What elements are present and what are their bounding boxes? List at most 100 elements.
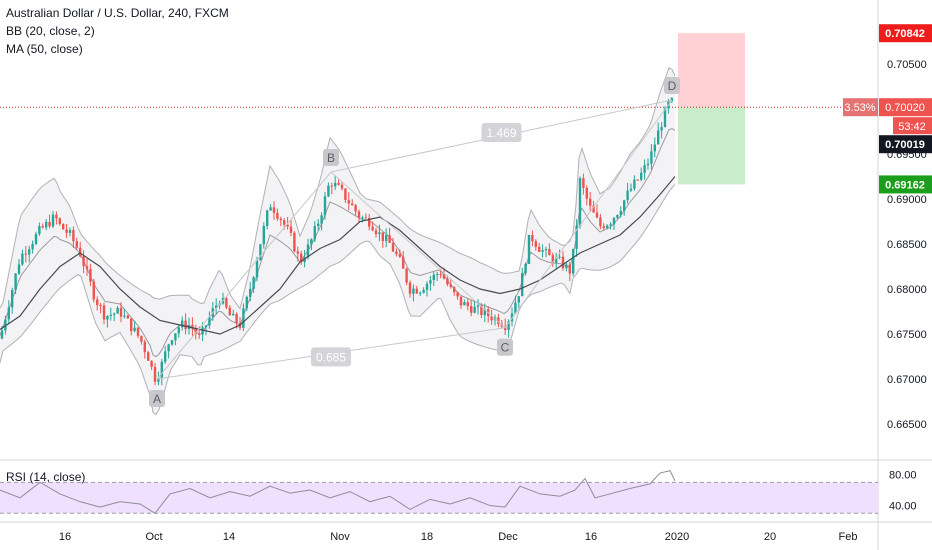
- candle-body: [476, 305, 480, 307]
- candle-body: [153, 366, 157, 382]
- candle-body: [262, 226, 265, 245]
- candle-body: [405, 268, 408, 283]
- candle-body: [140, 335, 143, 342]
- last-price-label-bg: [879, 135, 932, 154]
- rsi-legend: RSI (14, close): [6, 470, 86, 484]
- candle-body: [422, 289, 425, 293]
- pattern-point-badge: [497, 338, 513, 356]
- candle-body: [306, 244, 310, 258]
- candle-body: [646, 163, 650, 166]
- candle-body: [72, 230, 75, 242]
- candle-body: [643, 165, 646, 173]
- candle-body: [538, 246, 541, 252]
- candle-body: [4, 319, 7, 331]
- candle-body: [191, 325, 194, 329]
- time-tick-label: 14: [223, 531, 235, 543]
- candle-body: [245, 296, 248, 309]
- candle-body: [62, 223, 65, 230]
- candle-body: [572, 248, 575, 274]
- countdown-bg: [893, 117, 932, 135]
- pattern-leg-cd: [504, 99, 673, 328]
- candle-body: [143, 341, 146, 353]
- candle-body: [595, 212, 599, 218]
- candle-body: [629, 188, 633, 191]
- candle-body: [653, 144, 656, 152]
- candle-body: [68, 230, 72, 233]
- last-price-label: 0.70019: [885, 139, 925, 151]
- candle-body: [551, 255, 554, 263]
- candle-body: [79, 247, 82, 257]
- candle-body: [99, 305, 102, 307]
- ratio-label: 0.685: [316, 350, 346, 364]
- candle-body: [235, 313, 238, 324]
- candle-body: [578, 178, 582, 226]
- candle-body: [279, 218, 282, 221]
- candle-body: [558, 256, 561, 258]
- candle-body: [41, 226, 44, 228]
- pattern-point-badge: [664, 77, 680, 94]
- candle-body: [589, 198, 592, 206]
- price-tick-label: 0.66500: [887, 419, 927, 431]
- price-tick-label: 0.68000: [887, 284, 927, 296]
- candle-body: [126, 315, 129, 319]
- candle-body: [276, 212, 279, 219]
- candle-body: [374, 230, 378, 235]
- candle-body: [524, 263, 527, 274]
- candle-body: [626, 190, 629, 201]
- candle-body: [544, 249, 548, 251]
- candle-body: [357, 211, 361, 218]
- candle-body: [459, 296, 463, 306]
- candle-body: [92, 281, 95, 300]
- candle-body: [208, 316, 211, 326]
- candle-body: [75, 241, 78, 248]
- candle-body: [599, 217, 602, 227]
- bb-upper-line: [0, 67, 676, 310]
- candle-body: [89, 268, 92, 282]
- candle-body: [391, 242, 395, 252]
- candle-body: [272, 207, 276, 213]
- time-tick-label: 20: [764, 531, 776, 543]
- candle-body: [177, 327, 180, 334]
- candle-body: [266, 210, 269, 227]
- candle-body: [395, 251, 398, 255]
- candle-body: [592, 205, 595, 213]
- candle-body: [514, 302, 517, 314]
- candle-body: [354, 205, 357, 212]
- candle-body: [429, 280, 432, 284]
- candle-body: [303, 257, 306, 263]
- pct-label-bg: [843, 98, 878, 117]
- candle-body: [612, 217, 616, 225]
- entry-price-label-bg: [879, 98, 932, 117]
- candle-body: [660, 127, 663, 131]
- candle-body: [323, 196, 327, 216]
- pattern-leg-ab: [156, 171, 332, 380]
- stop-price-label: 0.70842: [885, 28, 925, 40]
- stop-price-label-bg: [879, 24, 932, 43]
- price-tick-label: 0.70500: [887, 59, 927, 71]
- candle-body: [623, 200, 626, 211]
- time-tick-label: Dec: [498, 531, 518, 543]
- candle-body: [320, 215, 323, 224]
- candle-body: [48, 221, 51, 227]
- candle-body: [330, 185, 333, 187]
- entry-price-label: 0.70020: [885, 102, 925, 114]
- candle-body: [7, 307, 10, 320]
- candle-body: [133, 327, 136, 332]
- bb-legend: BB (20, close, 2): [6, 24, 95, 38]
- candle-body: [381, 232, 384, 242]
- candle-body: [633, 179, 636, 189]
- candle-body: [650, 151, 653, 164]
- time-tick-label: 18: [421, 531, 433, 543]
- candle-body: [432, 274, 435, 281]
- pattern-leg-bc: [330, 171, 506, 329]
- candle-body: [337, 182, 340, 185]
- candle-body: [225, 298, 228, 308]
- candle-body: [466, 302, 469, 307]
- candle-body: [21, 253, 24, 265]
- candle-body: [412, 288, 415, 294]
- candle-body: [198, 333, 201, 335]
- candle-body: [286, 224, 289, 227]
- ma-legend: MA (50, close): [6, 42, 83, 56]
- candle-body: [555, 257, 558, 263]
